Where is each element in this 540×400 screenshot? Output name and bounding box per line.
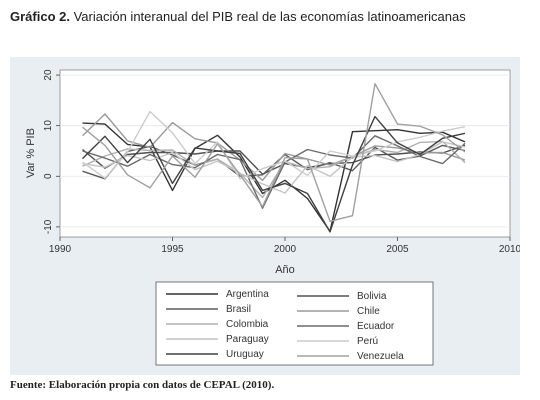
legend-label-uruguay: Uruguay	[226, 349, 264, 360]
chart-number: Gráfico 2.	[10, 9, 70, 24]
x-axis: 1990 1995 2000 2005 2010	[49, 237, 520, 255]
series-line-paraguay	[82, 141, 466, 194]
y-axis: -10 0 10 20	[43, 69, 60, 234]
legend-label-bolivia: Bolivia	[357, 291, 387, 302]
source-note: Fuente: Elaboración propia con datos de …	[10, 379, 275, 391]
series-line-bolivia	[82, 144, 466, 175]
x-tick-label: 1995	[161, 244, 184, 255]
legend-label-argentina: Argentina	[226, 289, 269, 300]
series-line-peru	[82, 110, 466, 180]
series-line-uruguay	[82, 115, 466, 233]
series-line-ecuador	[82, 135, 466, 209]
legend-label-venezuela: Venezuela	[357, 351, 404, 362]
legend-label-brasil: Brasil	[226, 304, 251, 315]
legend: Argentina Bolivia Brasil Chile Colombia Ecuad…	[166, 289, 404, 362]
legend-label-ecuador: Ecuador	[357, 321, 395, 332]
chart-heading: Gráfico 2. Variación interanual del PIB …	[10, 9, 466, 24]
series-line-colombia	[82, 140, 466, 199]
y-tick-label: 0	[43, 173, 54, 179]
x-axis-label: Año	[275, 264, 295, 276]
chart-panel: 1990 1995 2000 2005 2010 -10 0 10 20 Año Var % …	[10, 57, 520, 375]
x-tick-label: 1990	[49, 244, 72, 255]
y-tick-label: 20	[43, 69, 54, 81]
series-lines	[82, 83, 466, 233]
legend-label-chile: Chile	[357, 306, 380, 317]
gdp-line-chart: 1990 1995 2000 2005 2010 -10 0 10 20 Año Var % …	[25, 69, 520, 366]
series-line-chile	[82, 113, 466, 182]
x-tick-label: 2010	[499, 244, 520, 255]
y-axis-label: Var % PIB	[25, 128, 37, 178]
x-tick-label: 2000	[274, 244, 297, 255]
legend-label-paraguay: Paraguay	[226, 334, 269, 345]
y-tick-label: -10	[43, 219, 54, 234]
legend-label-peru: Perú	[357, 336, 378, 347]
legend-box	[155, 281, 434, 366]
chart-title: Variación interanual del PIB real de las…	[73, 9, 466, 24]
legend-label-colombia: Colombia	[226, 319, 269, 330]
x-tick-label: 2005	[386, 244, 409, 255]
y-tick-label: 10	[43, 120, 54, 132]
series-line-venezuela	[82, 83, 466, 223]
gridlines	[60, 74, 510, 228]
